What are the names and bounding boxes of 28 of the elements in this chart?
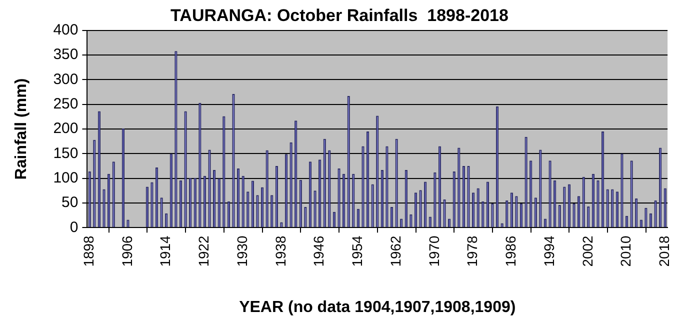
y-tick-label: 300 (53, 70, 78, 88)
y-tick-label: 250 (53, 96, 78, 113)
y-tick-label: 400 (53, 22, 78, 39)
x-tick-label: 1986 (502, 235, 519, 267)
x-tick-label: 1898 (80, 235, 96, 267)
y-tick-label: 150 (53, 144, 78, 162)
x-tick-label: 1906 (118, 235, 135, 267)
y-tick-label: 100 (53, 169, 78, 186)
chart-title: TAURANGA: October Rainfalls 1898-2018 (170, 6, 508, 25)
y-tick-label: 0 (70, 218, 78, 236)
x-tick-label: 1930 (234, 235, 250, 267)
x-tick-label: 1970 (426, 235, 442, 267)
x-tick-label: 1922 (196, 235, 212, 267)
x-axis-title: YEAR (no data 1904,1907,1908,1909) (239, 298, 516, 316)
x-tick-label: 1954 (349, 235, 366, 267)
y-tick-label: 350 (53, 46, 78, 64)
x-tick-label: 1946 (310, 235, 327, 267)
x-tick-label: 1978 (464, 235, 480, 267)
x-tick-label: 1994 (540, 235, 557, 267)
x-tick-label: 2018 (656, 235, 672, 267)
x-tick-label: 1938 (272, 235, 288, 267)
x-tick-label: 1962 (387, 235, 404, 267)
y-tick-label: 50 (62, 194, 78, 212)
x-tick-label: 2010 (618, 235, 634, 267)
y-tick-label: 200 (53, 120, 78, 138)
x-tick-label: 2002 (579, 235, 596, 267)
x-tick-label: 1914 (157, 235, 174, 267)
y-axis-title: Rainfall (mm) (13, 78, 30, 180)
